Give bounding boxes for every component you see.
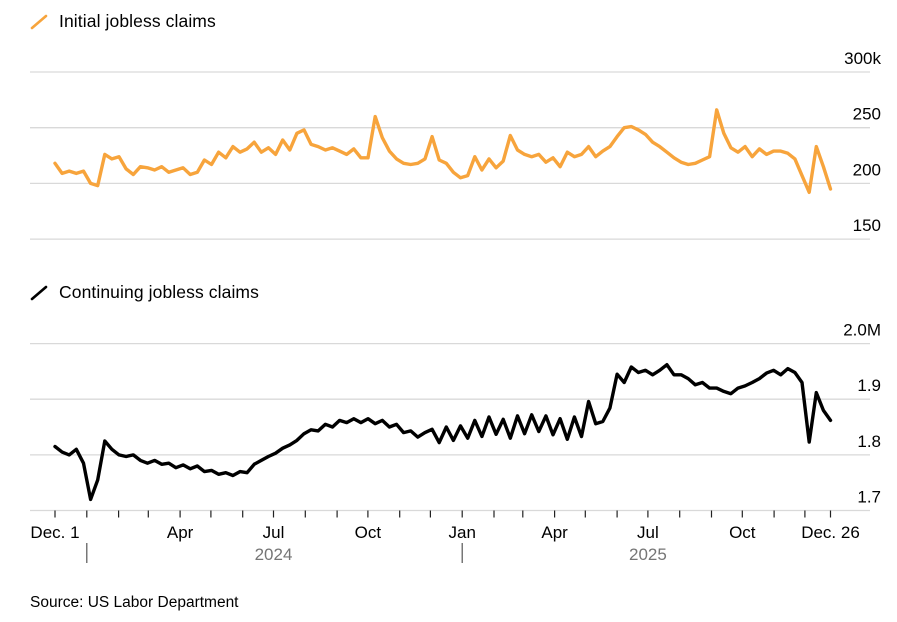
year-label: 2025: [629, 545, 667, 564]
x-axis-label: Dec. 26: [801, 523, 860, 542]
y-axis-label: 300k: [844, 49, 881, 68]
x-axis-label: Dec. 1: [30, 523, 79, 542]
legend-continuing-label: Continuing jobless claims: [59, 282, 259, 302]
continuing-series-slash-icon: [30, 285, 48, 300]
continuing-claims-line: [53, 363, 833, 502]
y-axis-label: 2.0M: [843, 321, 881, 340]
source-note: Source: US Labor Department: [30, 594, 239, 611]
y-axis-label: 1.9: [857, 376, 881, 395]
y-axis-label: 150: [853, 216, 881, 235]
x-axis-label: Jul: [263, 523, 285, 542]
legend-initial-label: Initial jobless claims: [59, 11, 216, 31]
x-axis-label: Jul: [637, 523, 659, 542]
x-axis-label: Oct: [355, 523, 382, 542]
y-axis-label: 250: [853, 105, 881, 124]
x-axis-label: Apr: [167, 523, 194, 542]
y-axis-label: 1.8: [857, 432, 881, 451]
legend-initial-claims: Initial jobless claims: [30, 11, 216, 32]
year-label: 2024: [255, 545, 293, 564]
x-axis-label: Oct: [729, 523, 756, 542]
legend-continuing-claims: Continuing jobless claims: [30, 282, 259, 303]
y-axis-label: 1.7: [857, 488, 881, 507]
y-axis-label: 200: [853, 160, 881, 179]
initial-claims-line: [53, 108, 833, 195]
initial-series-slash-icon: [30, 14, 48, 29]
x-axis-label: Apr: [541, 523, 568, 542]
x-axis-label: Jan: [448, 523, 475, 542]
